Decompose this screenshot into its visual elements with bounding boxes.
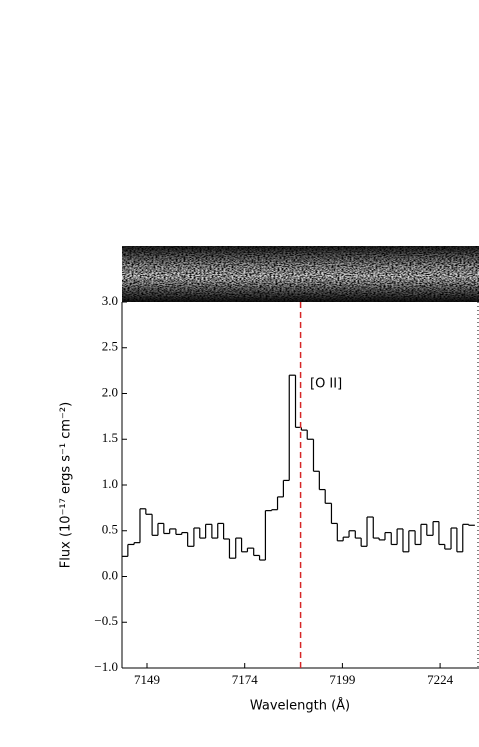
y-tick-label: 0.5	[102, 522, 118, 537]
spectrum-image	[122, 246, 479, 302]
y-tick-label: 1.5	[102, 430, 118, 445]
y-axis-label: Flux (10⁻¹⁷ ergs s⁻¹ cm⁻²)	[59, 402, 74, 568]
y-tick-label: 3.0	[102, 293, 118, 308]
y-tick-label: −0.5	[94, 613, 118, 628]
x-axis-label: Wavelength (Å)	[250, 698, 350, 714]
y-tick-label: −1.0	[94, 659, 118, 674]
y-tick-label: 2.0	[102, 384, 118, 399]
y-tick-label: 2.5	[102, 339, 118, 354]
x-tick-label: 7174	[232, 672, 259, 687]
x-tick-label: 7149	[134, 672, 160, 687]
x-tick-label: 7199	[329, 672, 355, 687]
y-tick-label: 0.0	[102, 567, 118, 582]
annotation: [O II]	[310, 377, 342, 392]
y-tick-label: 1.0	[102, 476, 118, 491]
x-tick-label: 7224	[427, 672, 454, 687]
